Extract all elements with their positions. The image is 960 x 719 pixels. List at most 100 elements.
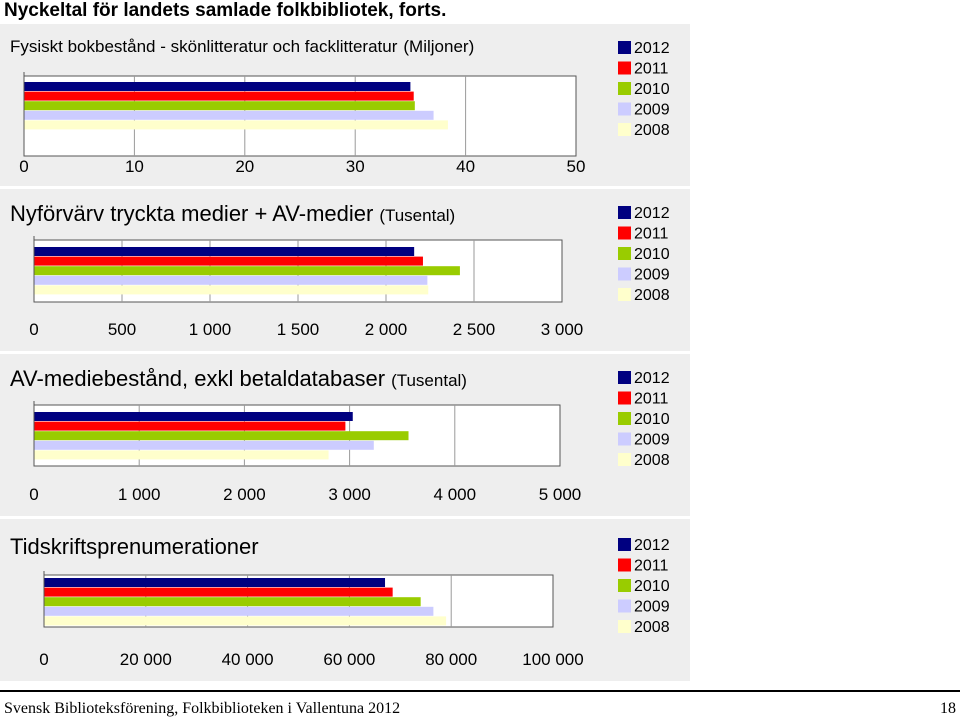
x-tick-label: 30 <box>346 157 365 176</box>
x-tick-label: 50 <box>567 157 586 176</box>
legend-label: 2011 <box>634 61 669 78</box>
x-tick-label: 80 000 <box>425 650 477 669</box>
chart-title: AV-mediebestånd, exkl betaldatabaser (Tus… <box>10 366 467 391</box>
chart-periodicals: Tidskriftsprenumerationer 0 20 000 40 000 60… <box>10 534 670 669</box>
legend-label: 2012 <box>634 370 670 387</box>
legend-swatch-2010 <box>618 82 631 95</box>
chart-title-text: Tidskriftsprenumerationer <box>10 534 259 559</box>
legend-label: 2008 <box>634 287 670 304</box>
legend-swatch-2009 <box>618 432 631 446</box>
x-tick-label: 60 000 <box>323 650 375 669</box>
legend-swatch-2008 <box>618 453 631 466</box>
bar-2010 <box>24 101 415 111</box>
bar-2011 <box>34 256 423 266</box>
legend-label: 2010 <box>634 578 670 595</box>
legend-label: 2008 <box>634 452 670 469</box>
legend-swatch-2009 <box>618 267 631 281</box>
bar-2009 <box>24 110 434 120</box>
x-tick-label: 40 000 <box>222 650 274 669</box>
x-tick-label: 0 <box>19 157 28 176</box>
legend: 2012 2011 2010 2009 2008 <box>618 537 670 636</box>
x-tick-label: 500 <box>108 320 136 339</box>
legend-label: 2008 <box>634 619 670 636</box>
chart-title-text: Fysiskt bokbestånd - skönlitteratur och … <box>10 37 398 56</box>
chart-panel-book-stock: Fysiskt bokbestånd - skönlitteratur och … <box>0 24 690 186</box>
footer-rule <box>0 690 960 692</box>
chart-book-stock: Fysiskt bokbestånd - skönlitteratur och … <box>10 37 670 176</box>
chart-panel-acquisitions: Nyförvärv tryckta medier + AV-medier (Tus… <box>0 189 690 351</box>
chart-title-unit: (Tusental) <box>379 206 455 225</box>
bar-2012 <box>44 578 386 587</box>
x-tick-label: 1 000 <box>189 320 232 339</box>
x-tick-label: 1 500 <box>277 320 320 339</box>
bar-2008 <box>24 120 448 130</box>
bar-2011 <box>44 587 393 597</box>
bar-2008 <box>34 450 329 460</box>
legend-label: 2009 <box>634 432 670 449</box>
panel-divider <box>0 186 690 189</box>
legend-label: 2010 <box>634 246 670 263</box>
legend-swatch-2011 <box>618 558 631 572</box>
legend-label: 2012 <box>634 40 670 57</box>
bar-2008 <box>34 285 429 295</box>
chart-title: Fysiskt bokbestånd - skönlitteratur och … <box>10 37 474 56</box>
legend-label: 2011 <box>634 391 669 408</box>
x-tick-label: 3 000 <box>541 320 584 339</box>
bar-2009 <box>44 606 434 616</box>
x-tick-label: 4 000 <box>434 485 477 504</box>
page-title: Nyckeltal för landets samlade folkbiblio… <box>4 0 447 21</box>
chart-title: Tidskriftsprenumerationer <box>10 534 259 559</box>
x-tick-label: 10 <box>125 157 144 176</box>
panel-divider <box>0 516 690 519</box>
legend-label: 2009 <box>634 102 670 119</box>
legend-swatch-2009 <box>618 102 631 116</box>
legend-label: 2012 <box>634 537 670 554</box>
x-tick-label: 1 000 <box>118 485 161 504</box>
chart-panel-av-media: AV-mediebestånd, exkl betaldatabaser (Tus… <box>0 354 690 516</box>
x-tick-label: 20 <box>235 157 254 176</box>
bar-2010 <box>44 597 421 607</box>
x-tick-label: 2 000 <box>223 485 266 504</box>
bar-2009 <box>34 275 428 285</box>
legend: 2012 2011 2010 2009 2008 <box>618 370 670 469</box>
legend-swatch-2012 <box>618 41 631 54</box>
x-tick-label: 20 000 <box>120 650 172 669</box>
x-tick-label: 0 <box>29 485 38 504</box>
x-tick-label: 3 000 <box>328 485 371 504</box>
legend-swatch-2011 <box>618 61 631 75</box>
legend-swatch-2012 <box>618 538 631 551</box>
chart-av-media: AV-mediebestånd, exkl betaldatabaser (Tus… <box>10 366 670 504</box>
legend-swatch-2010 <box>618 579 631 592</box>
bar-2012 <box>34 412 353 421</box>
legend-swatch-2009 <box>618 599 631 613</box>
legend-label: 2009 <box>634 267 670 284</box>
legend-swatch-2008 <box>618 620 631 633</box>
legend-swatch-2012 <box>618 206 631 219</box>
legend-label: 2008 <box>634 122 670 139</box>
legend-swatch-2008 <box>618 288 631 301</box>
bar-2012 <box>24 82 411 91</box>
x-tick-label: 0 <box>39 650 48 669</box>
legend-label: 2011 <box>634 226 669 243</box>
bar-2012 <box>34 247 415 256</box>
legend-label: 2009 <box>634 599 670 616</box>
chart-title-unit: (Miljoner) <box>403 37 474 56</box>
legend-swatch-2011 <box>618 226 631 240</box>
bar-2009 <box>34 440 374 450</box>
chart-panel-periodicals: Tidskriftsprenumerationer 0 20 000 40 000 60… <box>0 519 690 681</box>
x-tick-label: 0 <box>29 320 38 339</box>
legend-label: 2010 <box>634 81 670 98</box>
legend-swatch-2010 <box>618 247 631 260</box>
legend-swatch-2011 <box>618 391 631 405</box>
bar-2011 <box>24 91 414 101</box>
bar-2010 <box>34 431 409 441</box>
legend-label: 2011 <box>634 558 669 575</box>
bar-2011 <box>34 421 346 431</box>
legend-label: 2010 <box>634 411 670 428</box>
footer-text: Svensk Biblioteksförening, Folkbibliotek… <box>4 700 401 717</box>
panel-divider <box>0 351 690 354</box>
legend: 2012 2011 2010 2009 2008 <box>618 40 670 139</box>
x-tick-label: 2 000 <box>365 320 408 339</box>
bar-2010 <box>34 266 460 276</box>
bar-2008 <box>44 616 447 626</box>
